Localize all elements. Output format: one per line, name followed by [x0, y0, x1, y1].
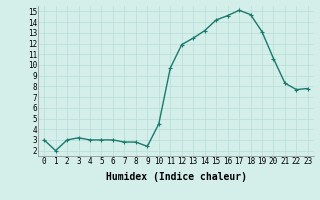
X-axis label: Humidex (Indice chaleur): Humidex (Indice chaleur) — [106, 172, 246, 182]
